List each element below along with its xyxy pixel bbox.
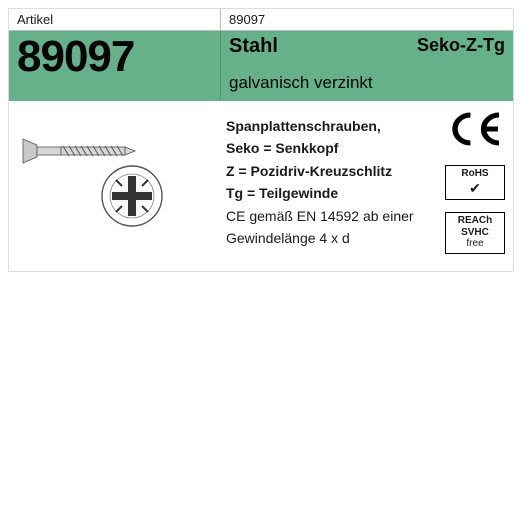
description-area: Spanplattenschrauben, Seko = Senkkopf Z … xyxy=(220,101,433,271)
finish-label: galvanisch verzinkt xyxy=(229,73,373,93)
check-icon: ✔ xyxy=(469,181,481,195)
desc-seko: Seko = Senkkopf xyxy=(226,137,427,159)
desc-note: CE gemäß EN 14592 ab einer Gewindelänge … xyxy=(226,205,427,250)
rohs-label: RoHS xyxy=(447,168,503,180)
graphics-area xyxy=(9,101,220,271)
reach-l1: REACh xyxy=(447,215,503,227)
badges-area: RoHS ✔ REACh SVHC free xyxy=(433,101,513,271)
material-label: Stahl xyxy=(229,35,278,58)
reach-l3: free xyxy=(447,238,503,250)
rohs-badge: RoHS ✔ xyxy=(445,165,505,200)
screw-icon xyxy=(17,111,197,261)
article-number: 89097 xyxy=(9,31,221,101)
desc-tg: Tg = Teilgewinde xyxy=(226,182,427,204)
ce-mark-icon xyxy=(448,111,505,147)
body-row: Spanplattenschrauben, Seko = Senkkopf Z … xyxy=(9,101,513,271)
product-card: Artikel 89097 89097 Stahl Seko-Z-Tg galv… xyxy=(8,8,514,272)
header-col1-label: Artikel xyxy=(9,9,221,30)
variant-label: Seko-Z-Tg xyxy=(417,35,505,56)
desc-z: Z = Pozidriv-Kreuzschlitz xyxy=(226,160,427,182)
reach-l2: SVHC xyxy=(447,227,503,239)
header-col2-label: 89097 xyxy=(221,9,513,30)
title-right: Stahl Seko-Z-Tg galvanisch verzinkt xyxy=(221,31,513,101)
desc-title: Spanplattenschrauben, xyxy=(226,115,427,137)
reach-badge: REACh SVHC free xyxy=(445,212,505,254)
title-row: 89097 Stahl Seko-Z-Tg galvanisch verzink… xyxy=(9,31,513,101)
ce-badge xyxy=(446,111,508,153)
header-row: Artikel 89097 xyxy=(9,9,513,31)
